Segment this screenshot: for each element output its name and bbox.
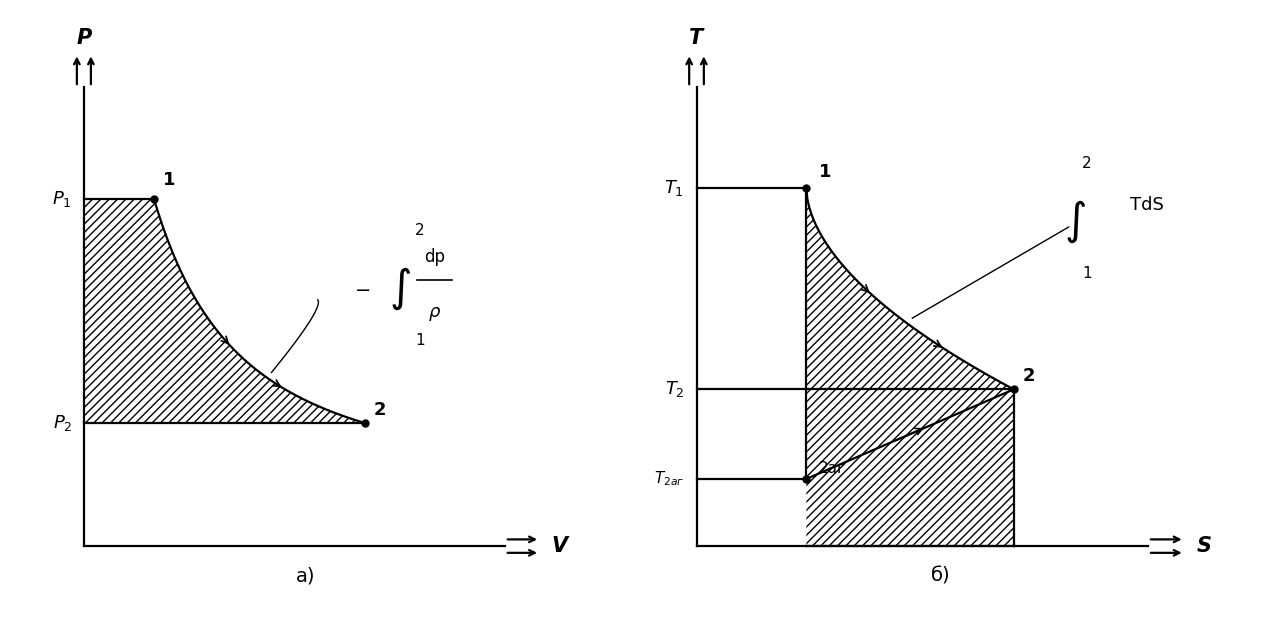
Text: $T_{2аг}$: $T_{2аг}$	[655, 470, 684, 488]
Text: 2: 2	[1023, 367, 1036, 385]
Text: 1: 1	[163, 171, 175, 189]
Text: $P_1$: $P_1$	[52, 189, 72, 209]
Text: V: V	[552, 536, 568, 556]
Text: 2аг: 2аг	[819, 462, 845, 476]
Text: 1: 1	[1082, 266, 1092, 281]
Text: S: S	[1197, 536, 1211, 556]
Text: dp: dp	[425, 248, 445, 266]
Text: P: P	[76, 28, 92, 48]
Text: 1: 1	[819, 162, 831, 180]
Text: $T_1$: $T_1$	[665, 178, 684, 198]
Text: TdS: TdS	[1130, 196, 1163, 213]
Text: 2: 2	[374, 401, 386, 419]
Text: $P_2$: $P_2$	[52, 413, 72, 433]
Text: $\rho$: $\rho$	[428, 305, 441, 323]
Text: T: T	[689, 28, 704, 48]
Text: $\int$: $\int$	[1064, 198, 1085, 244]
Text: 2: 2	[416, 223, 425, 238]
Text: а): а)	[296, 566, 315, 585]
Text: 2: 2	[1082, 156, 1092, 171]
Text: 1: 1	[416, 333, 425, 348]
Text: б): б)	[930, 566, 951, 585]
Text: $-$: $-$	[355, 279, 370, 298]
Text: $T_2$: $T_2$	[665, 379, 684, 399]
Text: $\int$: $\int$	[389, 266, 411, 312]
